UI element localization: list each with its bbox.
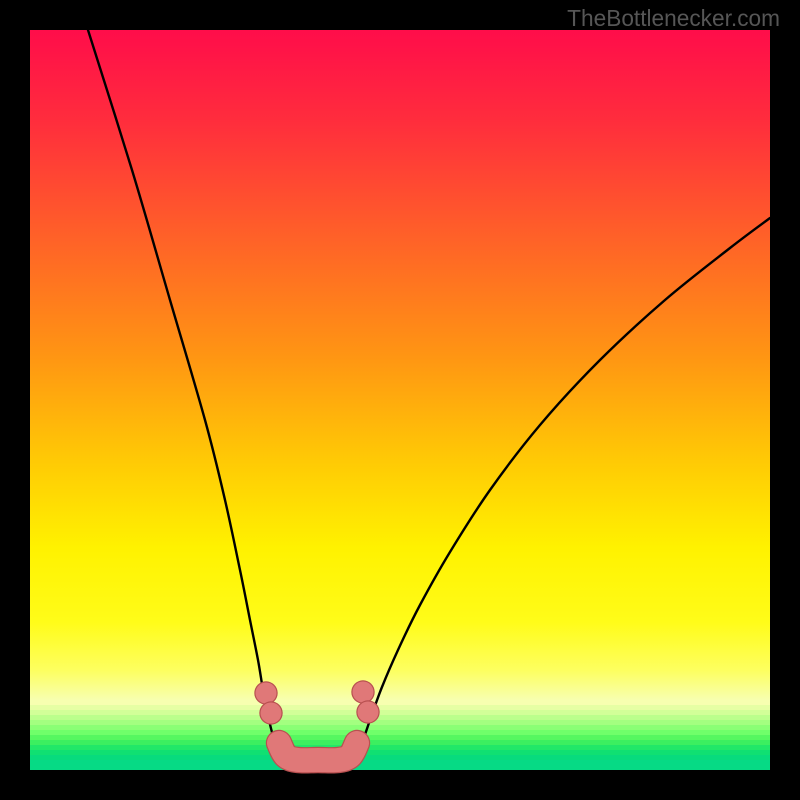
markers-group bbox=[254, 680, 379, 760]
marker-dot bbox=[358, 702, 379, 723]
marker-dot bbox=[353, 682, 374, 703]
marker-dot bbox=[256, 683, 277, 704]
right-curve bbox=[345, 218, 770, 760]
chart-container: TheBottlenecker.com bbox=[0, 0, 800, 800]
capsule-marker bbox=[279, 743, 357, 760]
watermark-text: TheBottlenecker.com bbox=[567, 5, 780, 32]
marker-dot bbox=[261, 703, 282, 724]
curves-layer bbox=[0, 0, 800, 800]
left-curve bbox=[88, 30, 292, 760]
